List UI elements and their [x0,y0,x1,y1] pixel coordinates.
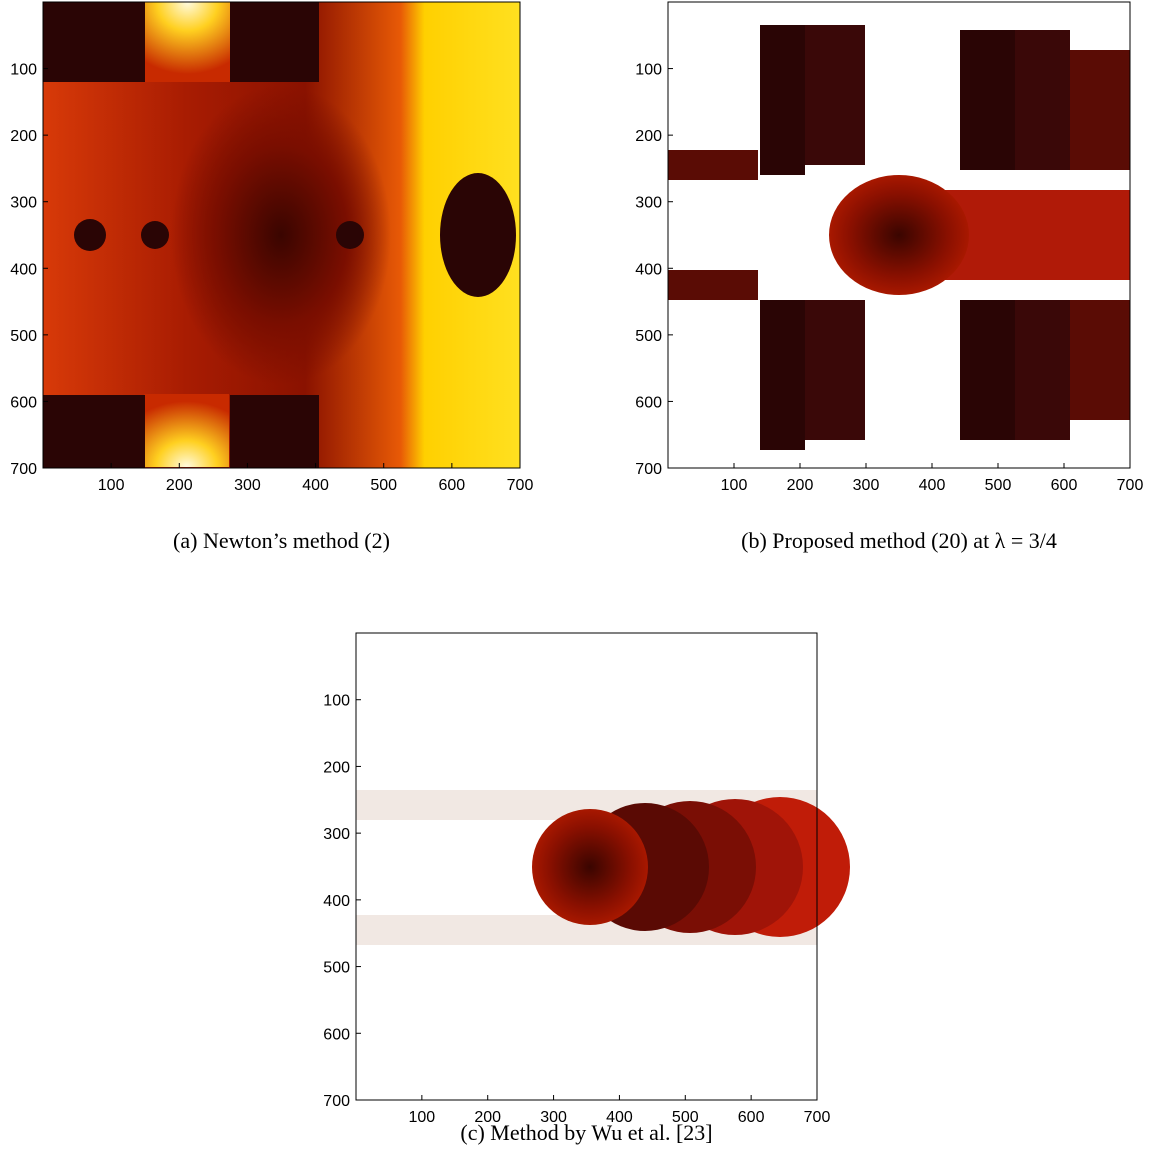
x-tick-label: 400 [919,477,946,494]
caption: (b) Proposed method (20) at λ = 3/4 [741,528,1057,553]
caption: (c) Method by Wu et al. [23] [460,1120,712,1145]
y-tick-label: 400 [635,261,662,278]
x-tick-label: 700 [804,1109,831,1126]
x-tick-label: 100 [409,1109,436,1126]
y-tick-label: 500 [635,328,662,345]
x-tick-label: 300 [853,477,880,494]
y-tick-label: 600 [635,394,662,411]
x-tick-label: 600 [738,1109,765,1126]
x-tick-label: 300 [234,477,261,494]
y-tick-label: 700 [10,461,37,478]
x-tick-label: 700 [507,477,534,494]
basin-image-a [43,2,520,468]
x-tick-label: 400 [302,477,329,494]
y-tick-label: 400 [323,893,350,910]
x-tick-label: 600 [1051,477,1078,494]
basin-image-c [356,633,850,1100]
y-tick-label: 300 [10,195,37,212]
y-tick-label: 700 [635,461,662,478]
y-tick-label: 500 [323,960,350,977]
y-tick-label: 600 [323,1026,350,1043]
y-tick-label: 100 [635,62,662,79]
x-tick-label: 200 [166,477,193,494]
y-tick-label: 700 [323,1093,350,1110]
x-tick-label: 500 [370,477,397,494]
y-tick-label: 600 [10,394,37,411]
x-tick-label: 600 [439,477,466,494]
figure: 100 200 300 400 500 600 700 100 200 300 400 500 600 7… [0,0,1149,1176]
x-tick-label: 100 [98,477,125,494]
y-tick-label: 300 [323,826,350,843]
y-tick-label: 200 [635,128,662,145]
caption: (a) Newton’s method (2) [173,528,390,553]
x-tick-label: 100 [721,477,748,494]
x-tick-label: 500 [985,477,1012,494]
y-tick-label: 200 [323,759,350,776]
x-tick-label: 200 [787,477,814,494]
y-tick-label: 200 [10,128,37,145]
y-tick-label: 400 [10,261,37,278]
y-tick-label: 500 [10,328,37,345]
basin-image-b [668,2,1130,468]
y-tick-label: 300 [635,195,662,212]
x-tick-label: 700 [1117,477,1144,494]
y-tick-label: 100 [10,62,37,79]
y-tick-label: 100 [323,693,350,710]
